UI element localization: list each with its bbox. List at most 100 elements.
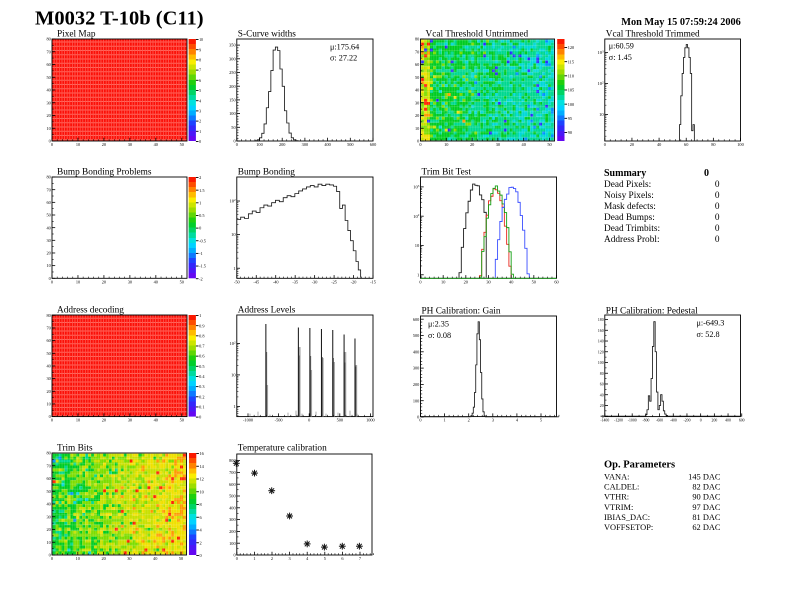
svg-text:μ:175.64: μ:175.64: [330, 43, 359, 52]
svg-text:70: 70: [415, 49, 419, 54]
svg-text:40: 40: [47, 88, 51, 93]
svg-text:μ:-649.3: μ:-649.3: [697, 319, 725, 328]
svg-text:3: 3: [492, 418, 494, 423]
svg-text:600: 600: [370, 142, 376, 147]
svg-text:0.7: 0.7: [199, 344, 205, 349]
svg-text:800: 800: [229, 458, 235, 463]
svg-text:105: 105: [568, 88, 574, 93]
svg-text:300: 300: [229, 517, 235, 522]
svg-text:3: 3: [199, 110, 201, 114]
svg-text:0: 0: [49, 139, 51, 144]
svg-text:5: 5: [324, 556, 326, 561]
svg-text:0.9: 0.9: [199, 323, 204, 328]
svg-text:30: 30: [47, 514, 51, 519]
svg-text:80: 80: [47, 451, 51, 456]
svg-text:40: 40: [154, 142, 158, 147]
svg-text:0.1: 0.1: [199, 405, 204, 410]
svg-text:50: 50: [179, 556, 183, 561]
svg-text:S-Curve widths: S-Curve widths: [238, 30, 296, 40]
svg-text:300: 300: [229, 56, 235, 61]
svg-text:0: 0: [233, 553, 235, 558]
svg-text:80: 80: [711, 142, 715, 147]
svg-text:500: 500: [347, 142, 353, 147]
svg-text:0: 0: [51, 279, 53, 284]
svg-text:Address Levels: Address Levels: [238, 306, 296, 316]
svg-text:2: 2: [468, 418, 470, 423]
svg-text:0: 0: [200, 553, 202, 558]
svg-text:M0032 T-10b (C11): M0032 T-10b (C11): [35, 8, 204, 30]
svg-text:Trim Bit Test: Trim Bit Test: [422, 168, 472, 178]
svg-text:0: 0: [199, 415, 201, 420]
svg-text:0: 0: [419, 418, 421, 423]
svg-text:0: 0: [602, 415, 604, 419]
svg-text:0: 0: [704, 168, 709, 179]
svg-text:9: 9: [199, 48, 201, 52]
svg-text:80: 80: [47, 175, 51, 180]
svg-text:σ: 52.8: σ: 52.8: [697, 330, 720, 339]
svg-text:10: 10: [444, 142, 448, 147]
svg-text:81 DAC: 81 DAC: [692, 513, 721, 522]
svg-text:10: 10: [200, 489, 204, 494]
svg-text:0: 0: [715, 224, 720, 234]
svg-text:0: 0: [49, 553, 51, 558]
svg-text:Vcal Threshold Trimmed: Vcal Threshold Trimmed: [606, 30, 700, 40]
svg-text:102: 102: [413, 213, 420, 219]
svg-text:100: 100: [229, 541, 235, 546]
svg-text:0.2: 0.2: [199, 394, 204, 399]
svg-text:IBIAS_DAC:: IBIAS_DAC:: [604, 513, 650, 522]
svg-text:60: 60: [47, 338, 51, 343]
svg-text:20: 20: [464, 279, 468, 284]
svg-text:-600: -600: [656, 419, 663, 423]
svg-text:102: 102: [230, 340, 237, 346]
svg-text:0: 0: [604, 142, 606, 147]
svg-text:150: 150: [229, 98, 235, 103]
svg-text:350: 350: [229, 43, 235, 48]
svg-text:102: 102: [230, 198, 237, 204]
svg-text:Mask defects:: Mask defects:: [604, 201, 656, 212]
svg-text:10: 10: [47, 263, 51, 268]
svg-text:1: 1: [444, 418, 446, 423]
svg-text:-800: -800: [642, 419, 649, 423]
svg-text:60: 60: [415, 62, 419, 67]
svg-text:20: 20: [102, 142, 106, 147]
svg-text:200: 200: [229, 84, 235, 89]
svg-text:0: 0: [715, 180, 720, 190]
svg-text:1000: 1000: [366, 418, 375, 423]
svg-text:82 DAC: 82 DAC: [692, 483, 721, 492]
svg-text:50: 50: [180, 142, 184, 147]
svg-text:Bump Bonding: Bump Bonding: [238, 168, 295, 178]
svg-text:500: 500: [413, 333, 419, 338]
svg-text:100: 100: [413, 398, 419, 403]
svg-text:20: 20: [600, 404, 604, 408]
svg-text:σ: 1.45: σ: 1.45: [609, 53, 632, 62]
svg-text:1: 1: [253, 556, 255, 561]
svg-text:600: 600: [229, 482, 235, 487]
svg-text:30: 30: [496, 142, 500, 147]
svg-text:70: 70: [47, 49, 51, 54]
svg-text:3: 3: [289, 556, 291, 561]
svg-text:-1400: -1400: [600, 419, 609, 423]
svg-text:7: 7: [199, 69, 201, 73]
svg-text:30: 30: [47, 376, 51, 381]
svg-text:60: 60: [47, 62, 51, 67]
svg-text:4: 4: [199, 99, 201, 103]
svg-text:-50: -50: [234, 279, 240, 284]
svg-text:0: 0: [417, 139, 419, 144]
svg-text:400: 400: [725, 419, 731, 423]
svg-text:30: 30: [128, 279, 132, 284]
svg-text:70: 70: [47, 463, 51, 468]
svg-text:VOFFSETOP:: VOFFSETOP:: [604, 523, 653, 532]
svg-text:0: 0: [700, 419, 702, 423]
svg-text:6: 6: [341, 556, 344, 561]
svg-text:103: 103: [413, 184, 420, 190]
svg-text:Trim Bits: Trim Bits: [57, 444, 93, 454]
svg-text:4: 4: [200, 528, 203, 533]
svg-text:0: 0: [51, 142, 53, 147]
svg-text:0: 0: [715, 191, 720, 201]
svg-text:1.5: 1.5: [199, 188, 204, 193]
svg-text:VTRIM:: VTRIM:: [604, 503, 633, 512]
svg-text:250: 250: [229, 70, 235, 75]
svg-text:Vcal Threshold Untrimmed: Vcal Threshold Untrimmed: [426, 30, 529, 40]
svg-text:2: 2: [271, 556, 273, 561]
svg-text:1: 1: [199, 200, 201, 205]
